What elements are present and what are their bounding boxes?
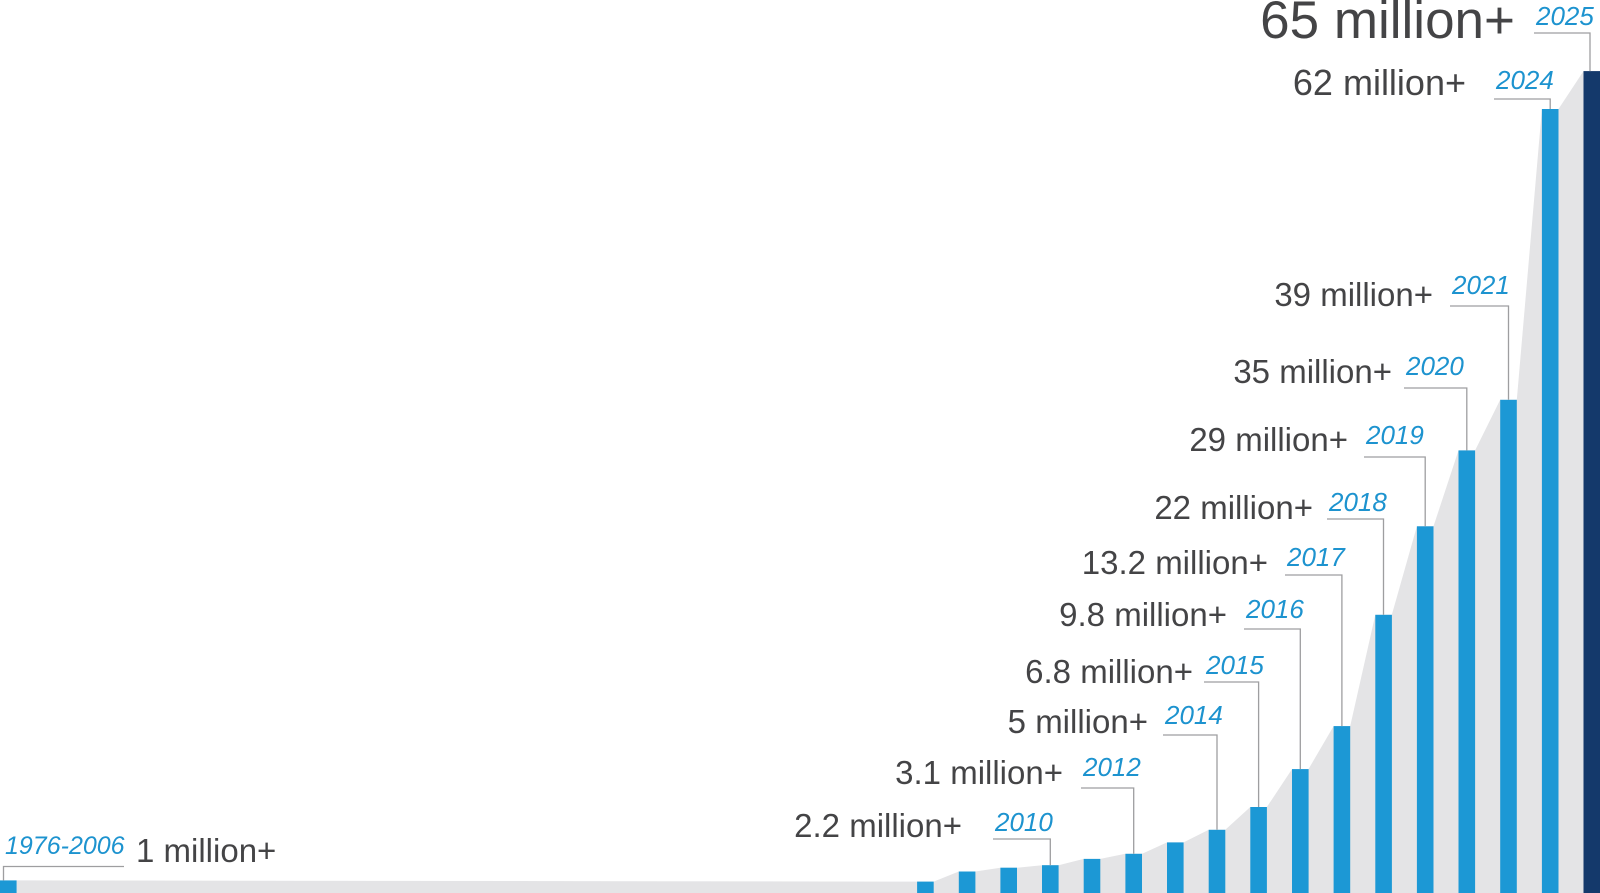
bar-unlabeled-5 <box>1083 858 1101 893</box>
leader-line-2015 <box>1204 681 1260 807</box>
value-label-2014: 5 million+ <box>1007 703 1148 741</box>
bar-2019 <box>1416 526 1434 893</box>
bar-2016 <box>1292 769 1309 893</box>
bar-unlabeled-1 <box>917 881 934 893</box>
leader-line-2021 <box>1450 305 1510 400</box>
year-label-2024: 2024 <box>1496 65 1554 96</box>
bar-2015 <box>1250 807 1267 893</box>
leader-line-2010 <box>993 838 1051 866</box>
leader-line-2012 <box>1081 787 1135 854</box>
value-label-1976-2006: 1 million+ <box>136 832 277 870</box>
bar-2017 <box>1333 726 1351 893</box>
leader-line-2025 <box>1534 32 1591 72</box>
value-label-2024: 62 million+ <box>1292 61 1466 103</box>
year-label-2025: 2025 <box>1536 1 1594 32</box>
leader-line-2017 <box>1285 574 1343 727</box>
bar-unlabeled-7 <box>1167 842 1184 893</box>
year-label-2016: 2016 <box>1246 594 1304 625</box>
value-label-2018: 22 million+ <box>1154 489 1313 527</box>
bar-unlabeled-3 <box>1000 867 1017 893</box>
bar-2021 <box>1500 399 1517 893</box>
year-label-2010: 2010 <box>995 807 1053 838</box>
value-label-2017: 13.2 million+ <box>1081 544 1268 582</box>
year-label-2012: 2012 <box>1083 752 1141 783</box>
value-label-2019: 29 million+ <box>1189 421 1348 459</box>
leader-line-2024 <box>1494 98 1551 109</box>
bar-2014 <box>1208 829 1226 893</box>
year-label-2019: 2019 <box>1366 420 1424 451</box>
gray-area-silhouette <box>16 71 1600 893</box>
bar-2018 <box>1375 614 1392 893</box>
leader-line-2020 <box>1404 387 1468 451</box>
bar-1976-2006 <box>0 880 17 893</box>
leader-line-2016 <box>1244 628 1301 770</box>
bar-unlabeled-2 <box>958 871 976 893</box>
year-label-2017: 2017 <box>1287 542 1345 573</box>
leader-line-1976-2006 <box>2 865 124 881</box>
bar-2012 <box>1125 853 1142 893</box>
leader-line-2019 <box>1364 456 1426 527</box>
year-label-2020: 2020 <box>1406 351 1464 382</box>
value-label-2016: 9.8 million+ <box>1059 596 1227 634</box>
year-label-2015: 2015 <box>1206 650 1264 681</box>
year-label-2021: 2021 <box>1452 270 1510 301</box>
value-label-2010: 2.2 million+ <box>794 807 962 845</box>
leader-line-2014 <box>1163 734 1218 830</box>
bar-2024 <box>1541 109 1559 893</box>
bar-2025 <box>1583 71 1600 893</box>
bar-2010 <box>1042 865 1059 893</box>
value-label-2025: 65 million+ <box>1260 0 1515 50</box>
year-label-2014: 2014 <box>1165 700 1223 731</box>
year-label-1976-2006: 1976-2006 <box>5 831 125 860</box>
value-label-2020: 35 million+ <box>1233 353 1392 391</box>
year-label-2018: 2018 <box>1329 487 1387 518</box>
value-label-2015: 6.8 million+ <box>1025 653 1193 691</box>
bar-2020 <box>1458 450 1476 893</box>
leader-line-2018 <box>1327 518 1385 615</box>
value-label-2021: 39 million+ <box>1274 276 1433 314</box>
value-label-2012: 3.1 million+ <box>895 754 1063 792</box>
